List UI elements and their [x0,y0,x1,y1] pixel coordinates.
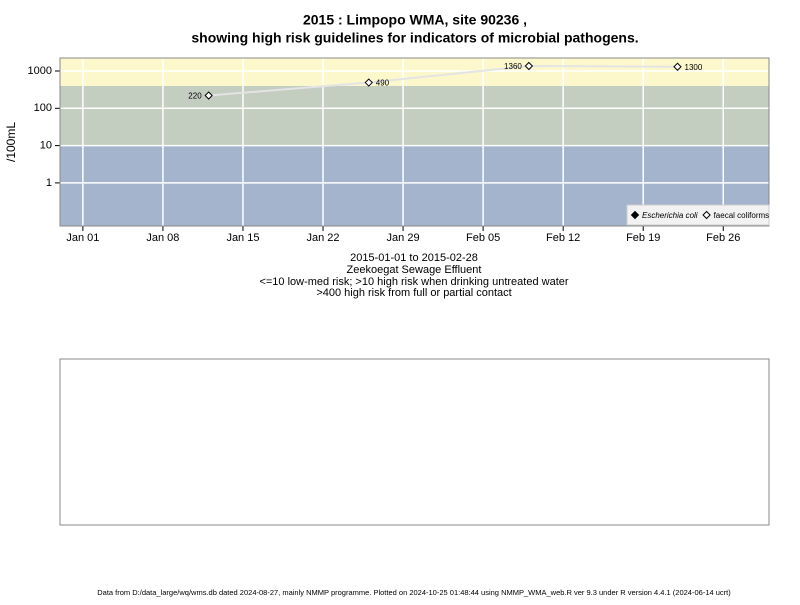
data-label: 1360 [504,62,522,71]
x-tick-label: Jan 22 [307,232,340,244]
data-point [524,61,534,71]
x-tick-label: Jan 15 [226,232,259,244]
legend-box [626,204,770,226]
empty-panel [59,358,770,526]
note: Zeekoegat Sewage Effluent [347,264,482,276]
chart-subtitle: showing high risk guidelines for indicat… [191,30,638,46]
risk-band [60,58,769,86]
data-label: 1300 [685,63,703,72]
note: 2015-01-01 to 2015-02-28 [350,252,478,264]
data-label: 220 [188,92,202,101]
legend-label: faecal coliforms [714,211,770,220]
data-point [204,91,213,100]
y-tick-label: 1 [46,177,52,189]
note: >400 high risk from full or partial cont… [316,287,511,299]
legend-marker [630,210,640,220]
y-tick-label: 1000 [28,65,52,77]
x-tick-label: Feb 19 [626,232,660,244]
y-tick-label: 100 [34,102,52,114]
x-tick-label: Feb 05 [466,232,500,244]
x-tick-label: Feb 12 [546,232,580,244]
x-tick-label: Jan 01 [66,232,99,244]
legend-marker [702,210,711,220]
y-tick-label: 10 [40,140,52,152]
plot-frame [59,57,770,227]
note: <=10 low-med risk; >10 high risk when dr… [259,276,568,288]
chart-title: 2015 : Limpopo WMA, site 90236 , [303,12,527,28]
x-tick-label: Feb 26 [706,232,740,244]
risk-band [60,85,769,146]
legend-label: Escherichia coli [642,211,698,220]
footer: Data from D:/data_large/wq/wms.db dated … [97,588,731,597]
x-tick-label: Jan 29 [387,232,420,244]
data-point [673,62,682,71]
data-point [364,78,373,87]
data-label: 490 [376,79,390,88]
x-tick-label: Jan 08 [146,232,179,244]
series-line [208,65,678,97]
y-axis-label: /100mL [4,122,18,162]
